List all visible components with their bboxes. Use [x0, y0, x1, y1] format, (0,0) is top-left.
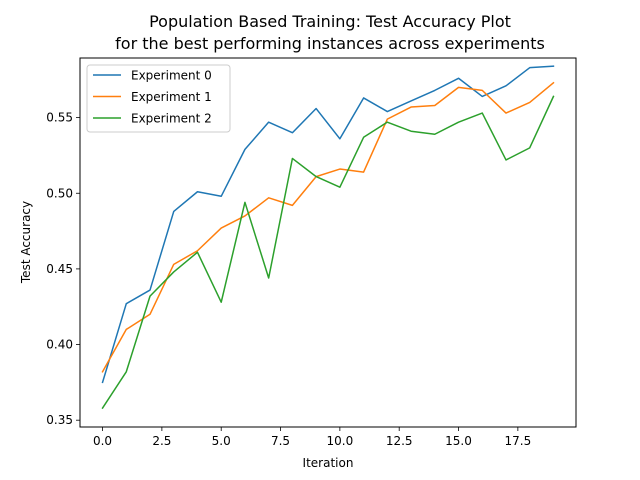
y-tick-label: 0.55	[46, 111, 73, 125]
x-tick-label: 17.5	[504, 434, 531, 448]
x-axis-label: Iteration	[303, 456, 354, 470]
legend-frame	[86, 64, 231, 133]
x-tick-label: 0.0	[93, 434, 112, 448]
y-tick-label: 0.40	[46, 338, 73, 352]
plot-lines	[101, 65, 555, 410]
y-tick-label: 0.50	[46, 186, 73, 200]
x-tick-label: 7.5	[271, 434, 290, 448]
series-line-1	[101, 81, 555, 373]
chart-title-line-1: Population Based Training: Test Accuracy…	[149, 12, 511, 31]
y-axis-ticks: 0.35 0.40 0.45 0.50 0.55	[46, 111, 80, 427]
legend-label-0: Experiment 0	[131, 69, 212, 83]
x-tick-label: 15.0	[445, 434, 472, 448]
chart-title-line-2: for the best performing instances across…	[115, 34, 545, 53]
x-tick-label: 2.5	[152, 434, 171, 448]
x-tick-label: 10.0	[327, 434, 354, 448]
plot-frame	[79, 57, 577, 428]
x-tick-label: 12.5	[386, 434, 413, 448]
legend-label-1: Experiment 1	[131, 90, 212, 104]
x-tick-label: 5.0	[212, 434, 231, 448]
series-line-0	[101, 65, 555, 384]
series-line-2	[101, 95, 555, 410]
y-tick-label: 0.35	[46, 413, 73, 427]
legend-label-2: Experiment 2	[131, 112, 212, 126]
x-axis-ticks: 0.0 2.5 5.0 7.5 10.0 12.5 15.0 17.5	[93, 427, 531, 448]
chart-legend: Experiment 0 Experiment 1 Experiment 2	[86, 64, 231, 133]
y-axis-label: Test Accuracy	[19, 201, 33, 284]
y-tick-label: 0.45	[46, 262, 73, 276]
